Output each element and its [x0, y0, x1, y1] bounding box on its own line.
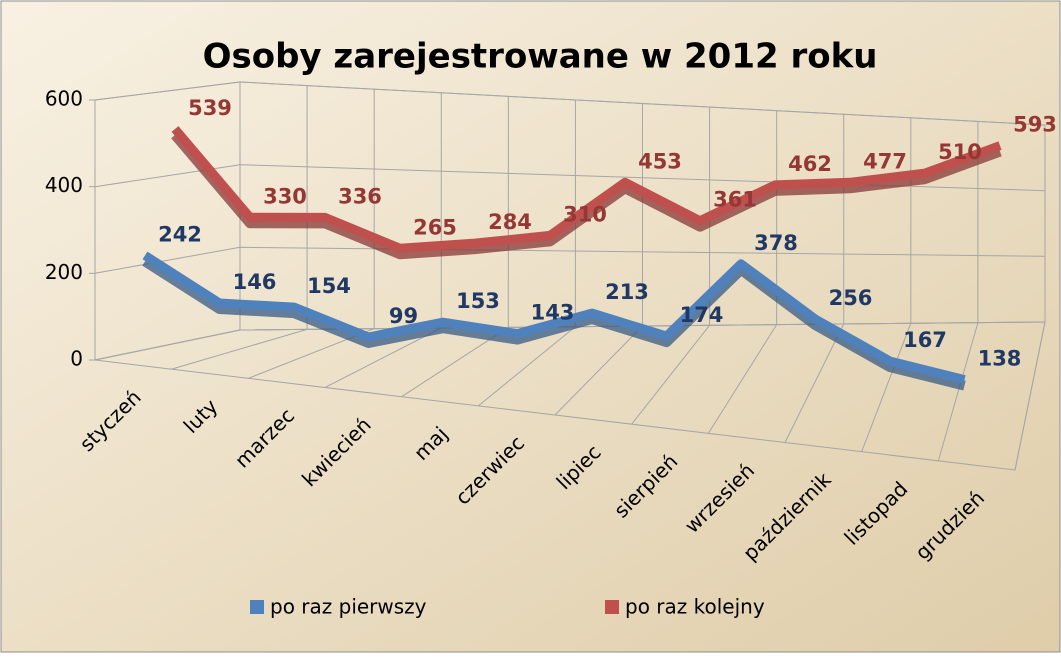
data-label: 539: [188, 96, 232, 120]
data-label: 284: [488, 210, 532, 234]
legend-label: po raz kolejny: [625, 595, 765, 619]
floor-line: [171, 328, 308, 370]
data-label: 265: [413, 215, 457, 239]
data-label: 256: [829, 286, 873, 310]
data-label: 593: [1013, 113, 1057, 137]
floor-line: [861, 323, 912, 452]
series-line: [142, 251, 966, 384]
data-label: 99: [389, 304, 418, 328]
data-label: 143: [531, 301, 575, 325]
y-tick-label: 200: [45, 260, 83, 284]
floor-line: [478, 326, 576, 407]
legend-swatch: [250, 600, 264, 614]
legend-swatch: [605, 600, 619, 614]
data-label: 462: [788, 152, 832, 176]
floor-line: [554, 325, 643, 416]
floor-line: [707, 324, 778, 434]
floor-line: [1014, 321, 1046, 471]
floor-line: [784, 323, 845, 443]
series-line: [171, 126, 1002, 253]
data-label: 154: [307, 274, 351, 298]
data-label: 213: [605, 280, 649, 304]
data-label: 146: [233, 270, 277, 294]
data-label: 174: [680, 303, 724, 327]
floor-line: [631, 325, 710, 425]
grid-line: [94, 81, 1046, 126]
data-label: 336: [338, 184, 382, 208]
chart-title: Osoby zarejestrowane w 2012 roku: [203, 37, 878, 77]
data-label: 361: [713, 188, 757, 212]
data-label: 153: [456, 289, 500, 313]
data-label: 378: [754, 231, 798, 255]
data-label: 310: [563, 202, 607, 226]
floor-line: [937, 322, 979, 461]
grid-line: [94, 321, 1046, 361]
ribbon-side: [171, 131, 1002, 260]
data-label: 138: [978, 347, 1022, 371]
y-tick-label: 600: [45, 87, 83, 111]
y-tick-label: 400: [45, 173, 83, 197]
data-label: 330: [263, 184, 307, 208]
ribbon-side: [142, 257, 966, 391]
data-label: 453: [638, 149, 682, 173]
data-label: 477: [863, 149, 907, 173]
data-label: 167: [903, 328, 947, 352]
legend-label: po raz pierwszy: [270, 595, 427, 619]
data-label: 510: [938, 140, 982, 164]
floor-line: [324, 327, 442, 388]
data-label: 242: [158, 222, 202, 246]
y-tick-label: 0: [70, 347, 83, 371]
